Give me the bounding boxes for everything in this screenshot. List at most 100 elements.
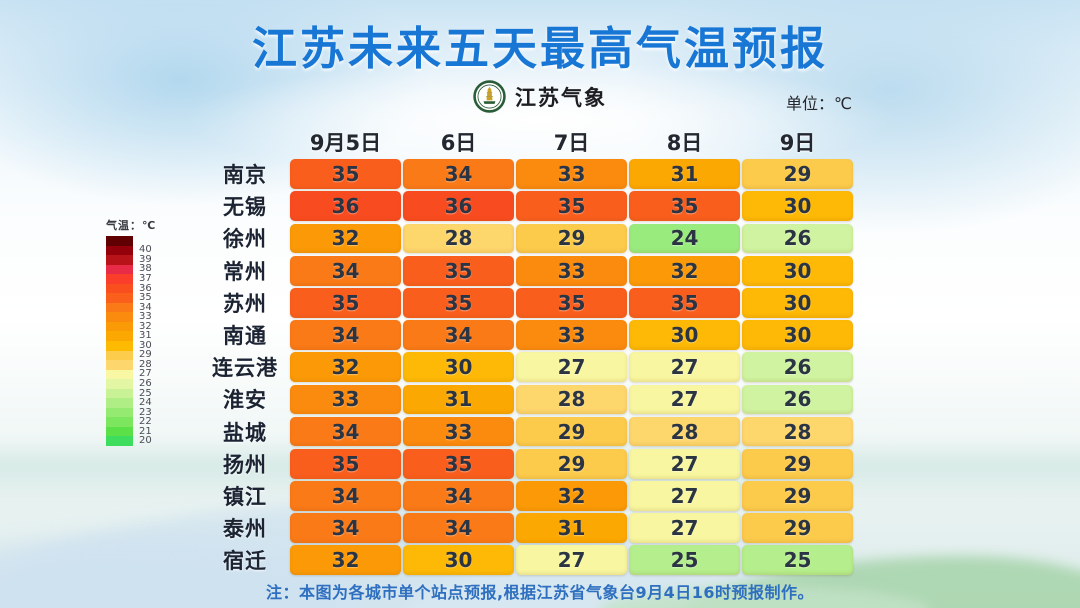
legend-step: 39 (106, 253, 156, 265)
temp-cell: 28 (403, 223, 514, 254)
city-label: 南京 (223, 163, 267, 188)
temp-cell: 34 (290, 481, 401, 511)
city-label: 扬州 (223, 452, 267, 477)
temp-cell: 36 (290, 191, 401, 222)
legend-swatch (106, 302, 133, 313)
legend-tick-label: 39 (139, 253, 152, 265)
city-label: 淮安 (223, 388, 267, 413)
page-title: 江苏未来五天最高气温预报 (251, 22, 828, 75)
legend-step: 37 (106, 273, 156, 284)
legend-swatch (106, 283, 133, 294)
brand-name: 江苏气象 (515, 85, 607, 110)
temp-cell: 34 (403, 320, 514, 350)
date-header: 9日 (779, 130, 816, 155)
temp-cell: 30 (742, 320, 853, 350)
temp-cell: 29 (516, 448, 627, 479)
temp-cell: 27 (629, 384, 740, 415)
legend-swatch (106, 321, 133, 332)
legend-tick-label: 27 (139, 368, 152, 380)
temp-cell: 34 (403, 159, 514, 189)
legend-tick-label: 40 (139, 244, 152, 256)
legend-step: 34 (106, 302, 156, 313)
legend-tick-label: 32 (139, 320, 152, 332)
legend-step: 20 (106, 435, 156, 447)
date-header: 9月5日 (309, 130, 382, 155)
legend-swatch (106, 312, 133, 322)
temp-cell: 35 (290, 287, 401, 318)
legend-swatch (106, 398, 133, 408)
temp-cell: 25 (629, 545, 740, 576)
temp-cell: 27 (629, 448, 740, 479)
legend-step: 29 (106, 350, 156, 361)
temp-cell: 30 (742, 287, 853, 318)
temp-cell: 33 (403, 416, 514, 447)
city-label: 盐城 (223, 420, 267, 445)
legend-tick-label: 22 (139, 416, 152, 428)
city-label: 镇江 (223, 484, 267, 509)
legend-tick-label: 35 (139, 292, 152, 304)
temp-cell: 35 (629, 287, 740, 318)
temp-cell: 29 (742, 159, 853, 189)
legend-tick-label: 21 (139, 425, 152, 437)
temp-cell: 31 (629, 159, 740, 189)
legend-step: 35 (106, 293, 156, 303)
temp-cell: 33 (516, 159, 627, 189)
temp-cell: 33 (516, 255, 627, 286)
temp-cell: 34 (290, 416, 401, 447)
legend-swatch (106, 274, 133, 284)
temp-cell: 29 (516, 223, 627, 254)
temp-cell: 35 (290, 159, 401, 189)
city-label: 苏州 (223, 291, 267, 316)
temp-cell: 31 (516, 513, 627, 544)
temp-cell: 35 (516, 287, 627, 318)
temp-cell: 28 (742, 416, 853, 447)
temp-cell: 32 (290, 352, 401, 383)
city-label: 常州 (223, 259, 267, 284)
temp-cell: 29 (742, 513, 853, 544)
temp-cell: 29 (516, 416, 627, 447)
temp-cell: 33 (516, 320, 627, 350)
legend-step: 32 (106, 320, 156, 332)
legend-step: 30 (106, 340, 156, 351)
temp-cell: 26 (742, 384, 853, 415)
legend-swatch (106, 255, 133, 265)
legend-tick-label: 38 (139, 263, 152, 275)
temp-cell: 27 (629, 352, 740, 383)
legend-tick-label: 33 (139, 311, 152, 323)
legend-step: 25 (106, 387, 156, 399)
temp-cell: 34 (290, 320, 401, 350)
legend-step: 40 (106, 244, 156, 256)
temp-cell: 34 (403, 513, 514, 544)
legend-tick-label: 28 (139, 358, 152, 370)
legend-swatch (106, 331, 133, 342)
temp-cell: 32 (290, 223, 401, 254)
forecast-table: 9月5日 6日 7日 8日 9日 南京 35 34 33 31 29 无锡 36 36 35 35 30 徐州 32… (202, 127, 853, 576)
legend-tick-label: 25 (139, 387, 152, 399)
temp-cell: 24 (629, 223, 740, 254)
city-label: 无锡 (223, 195, 267, 220)
temp-cell: 32 (629, 255, 740, 286)
temp-cell: 28 (516, 384, 627, 415)
temp-cell: 33 (290, 384, 401, 415)
legend-tick-label: 23 (139, 406, 152, 418)
legend-swatch (106, 426, 133, 437)
city-label: 徐州 (223, 227, 267, 252)
temp-cell: 31 (403, 384, 514, 415)
temp-cell: 27 (516, 545, 627, 576)
legend-title: 气温：℃ (106, 219, 157, 232)
temp-cell: 26 (742, 352, 853, 383)
temp-cell: 30 (403, 352, 514, 383)
jiangsu-meteorology-logo-icon (473, 80, 506, 113)
legend-tick-label: 24 (139, 397, 152, 409)
city-label: 连云港 (212, 356, 278, 381)
temp-cell: 30 (403, 545, 514, 576)
legend-swatch (106, 436, 133, 447)
legend-tick-label: 20 (139, 435, 152, 447)
temp-cell: 35 (629, 191, 740, 222)
legend-swatch (106, 350, 133, 361)
temp-cell: 34 (290, 513, 401, 544)
legend-swatch (106, 245, 133, 256)
legend-scale: 40 39 38 37 36 35 34 33 32 31 30 29 28 27 26 25 24 23 22 21… (106, 236, 156, 447)
date-header: 8日 (666, 130, 703, 155)
